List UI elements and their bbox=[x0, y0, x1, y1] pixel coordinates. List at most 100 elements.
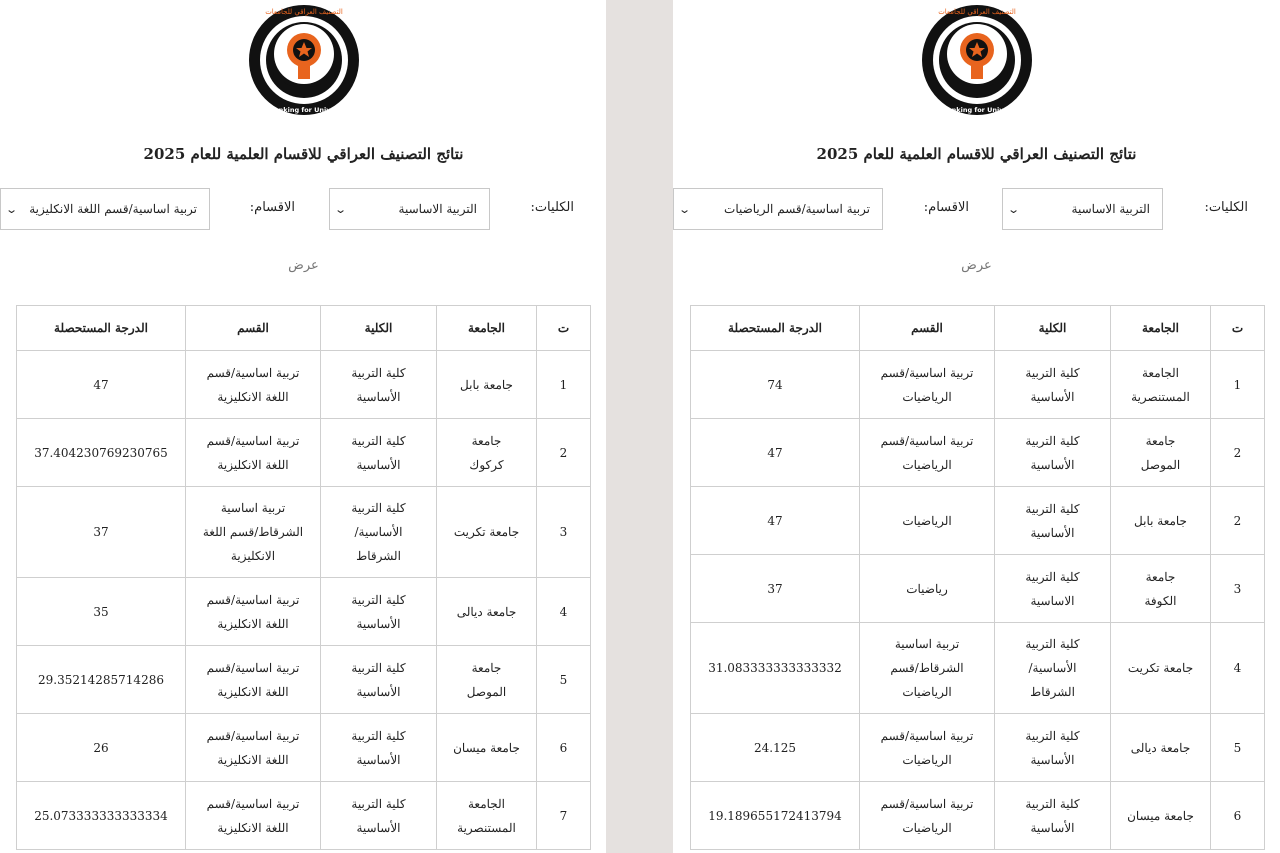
cell-college: كلية التربية الأساسية bbox=[320, 418, 437, 487]
header-department: القسم bbox=[185, 305, 321, 351]
cell-rank: 2 bbox=[536, 418, 591, 487]
header-college: الكلية bbox=[994, 305, 1111, 351]
cell-score: 47 bbox=[16, 350, 186, 419]
svg-text:التصنيف العراقي للجامعات: التصنيف العراقي للجامعات bbox=[938, 8, 1016, 16]
cell-score: 29.35214285714286 bbox=[16, 645, 186, 714]
table-row: 3 جامعة الكوفة كلية التربية الاساسية رياضيا… bbox=[690, 554, 1265, 623]
cell-university: جامعة تكريت bbox=[1110, 622, 1211, 714]
cell-university: جامعة بابل bbox=[1110, 486, 1211, 555]
cell-rank: 3 bbox=[1210, 554, 1265, 623]
colleges-select[interactable]: التربية الاساسية ⌄ bbox=[1002, 188, 1163, 230]
cell-score: 25.073333333333334 bbox=[16, 781, 186, 850]
header-score: الدرجة المستحصلة bbox=[16, 305, 186, 351]
cell-university: جامعة الكوفة bbox=[1110, 554, 1211, 623]
cell-college: كلية التربية الأساسية bbox=[320, 645, 437, 714]
cell-department: تربية اساسية/قسم الرياضيات bbox=[859, 350, 995, 419]
sections-selected-value: تربية اساسية/قسم اللغة الانكليزية bbox=[29, 202, 197, 216]
results-page-1: التصنيف العراقي للجامعات Iraqi Ranking f… bbox=[0, 0, 606, 853]
table-row: 3 جامعة تكريت كلية التربية الأساسية/ الشرق… bbox=[16, 486, 591, 578]
cell-department: تربية اساسية/قسم اللغة الانكليزية bbox=[185, 577, 321, 646]
cell-college: كلية التربية الأساسية bbox=[320, 350, 437, 419]
cell-university: جامعة الموصل bbox=[1110, 418, 1211, 487]
cell-department: تربية اساسية/قسم اللغة الانكليزية bbox=[185, 645, 321, 714]
sections-label: الاقسام: bbox=[249, 200, 295, 215]
cell-college: كلية التربية الأساسية bbox=[994, 713, 1111, 782]
cell-score: 37 bbox=[690, 554, 860, 623]
header-university: الجامعة bbox=[1110, 305, 1211, 351]
sections-label: الاقسام: bbox=[923, 200, 969, 215]
svg-text:Iraqi Ranking for Universities: Iraqi Ranking for Universities bbox=[923, 106, 1031, 114]
cell-score: 24.125 bbox=[690, 713, 860, 782]
chevron-down-icon: ⌄ bbox=[1007, 202, 1021, 216]
table-row: 5 جامعة الموصل كلية التربية الأساسية تربية … bbox=[16, 645, 591, 714]
cell-rank: 2 bbox=[1210, 486, 1265, 555]
cell-rank: 2 bbox=[1210, 418, 1265, 487]
cell-college: كلية التربية الأساسية bbox=[994, 418, 1111, 487]
cell-score: 31.083333333333332 bbox=[690, 622, 860, 714]
table-header-row: ت الجامعة الكلية القسم الدرجة المستحصلة bbox=[690, 305, 1265, 351]
show-button[interactable]: عرض bbox=[288, 258, 319, 273]
sections-select[interactable]: تربية اساسية/قسم اللغة الانكليزية ⌄ bbox=[0, 188, 210, 230]
cell-score: 19.189655172413794 bbox=[690, 781, 860, 850]
header-department: القسم bbox=[859, 305, 995, 351]
results-page-2: التصنيف العراقي للجامعات Iraqi Ranking f… bbox=[673, 0, 1280, 853]
table-row: 2 جامعة كركوك كلية التربية الأساسية تربية ا… bbox=[16, 418, 591, 487]
cell-college: كلية التربية الأساسية/ الشرقاط bbox=[320, 486, 437, 578]
cell-score: 26 bbox=[16, 713, 186, 782]
cell-department: تربية اساسية الشرقاط/قسم الرياضيات bbox=[859, 622, 995, 714]
cell-department: تربية اساسية/قسم اللغة الانكليزية bbox=[185, 713, 321, 782]
cell-rank: 3 bbox=[536, 486, 591, 578]
cell-department: تربية اساسية/قسم الرياضيات bbox=[859, 781, 995, 850]
colleges-select[interactable]: التربية الاساسية ⌄ bbox=[329, 188, 490, 230]
cell-department: تربية اساسية/قسم اللغة الانكليزية bbox=[185, 418, 321, 487]
cell-score: 37 bbox=[16, 486, 186, 578]
cell-rank: 6 bbox=[536, 713, 591, 782]
cell-department: تربية اساسية/قسم الرياضيات bbox=[859, 418, 995, 487]
cell-college: كلية التربية الأساسية bbox=[320, 577, 437, 646]
cell-university: الجامعة المستنصرية bbox=[436, 781, 537, 850]
header-score: الدرجة المستحصلة bbox=[690, 305, 860, 351]
cell-rank: 5 bbox=[536, 645, 591, 714]
table-row: 4 جامعة ديالى كلية التربية الأساسية تربية ا… bbox=[16, 577, 591, 646]
cell-score: 47 bbox=[690, 486, 860, 555]
cell-college: كلية التربية الأساسية bbox=[320, 713, 437, 782]
cell-college: كلية التربية الأساسية bbox=[994, 350, 1111, 419]
table-row: 4 جامعة تكريت كلية التربية الأساسية/ الشرق… bbox=[690, 622, 1265, 714]
svg-text:التصنيف العراقي للجامعات: التصنيف العراقي للجامعات bbox=[265, 8, 343, 16]
cell-department: الرياضيات bbox=[859, 486, 995, 555]
cell-university: جامعة ديالى bbox=[1110, 713, 1211, 782]
header-university: الجامعة bbox=[436, 305, 537, 351]
cell-department: تربية اساسية الشرقاط/قسم اللغة الانكليزي… bbox=[185, 486, 321, 578]
table-header-row: ت الجامعة الكلية القسم الدرجة المستحصلة bbox=[16, 305, 591, 351]
show-button[interactable]: عرض bbox=[961, 258, 992, 273]
cell-rank: 1 bbox=[536, 350, 591, 419]
table-row: 6 جامعة ميسان كلية التربية الأساسية تربية ا… bbox=[690, 781, 1265, 850]
iraqi-ranking-logo: التصنيف العراقي للجامعات Iraqi Ranking f… bbox=[922, 5, 1032, 115]
cell-rank: 7 bbox=[536, 781, 591, 850]
chevron-down-icon: ⌄ bbox=[5, 202, 19, 216]
colleges-selected-value: التربية الاساسية bbox=[1071, 202, 1150, 216]
cell-college: كلية التربية الاساسية bbox=[994, 554, 1111, 623]
cell-university: الجامعة المستنصرية bbox=[1110, 350, 1211, 419]
colleges-label: الكليات: bbox=[1204, 200, 1248, 215]
cell-score: 74 bbox=[690, 350, 860, 419]
cell-college: كلية التربية الأساسية/ الشرقاط bbox=[994, 622, 1111, 714]
cell-university: جامعة الموصل bbox=[436, 645, 537, 714]
table-row: 2 جامعة بابل كلية التربية الأساسية الرياضيا… bbox=[690, 486, 1265, 555]
cell-rank: 6 bbox=[1210, 781, 1265, 850]
table-row: 2 جامعة الموصل كلية التربية الأساسية تربية … bbox=[690, 418, 1265, 487]
cell-college: كلية التربية الأساسية bbox=[994, 486, 1111, 555]
cell-university: جامعة ميسان bbox=[436, 713, 537, 782]
cell-university: جامعة ديالى bbox=[436, 577, 537, 646]
cell-university: جامعة كركوك bbox=[436, 418, 537, 487]
sections-select[interactable]: تربية اساسية/قسم الرياضيات ⌄ bbox=[673, 188, 883, 230]
results-table: ت الجامعة الكلية القسم الدرجة المستحصلة 1 الجا… bbox=[690, 305, 1265, 850]
cell-university: جامعة بابل bbox=[436, 350, 537, 419]
cell-rank: 1 bbox=[1210, 350, 1265, 419]
chevron-down-icon: ⌄ bbox=[334, 202, 348, 216]
header-college: الكلية bbox=[320, 305, 437, 351]
page-title: نتائج التصنيف العراقي للاقسام العلمية لل… bbox=[143, 145, 464, 163]
table-row: 7 الجامعة المستنصرية كلية التربية الأساسية… bbox=[16, 781, 591, 850]
cell-rank: 4 bbox=[1210, 622, 1265, 714]
cell-college: كلية التربية الأساسية bbox=[320, 781, 437, 850]
